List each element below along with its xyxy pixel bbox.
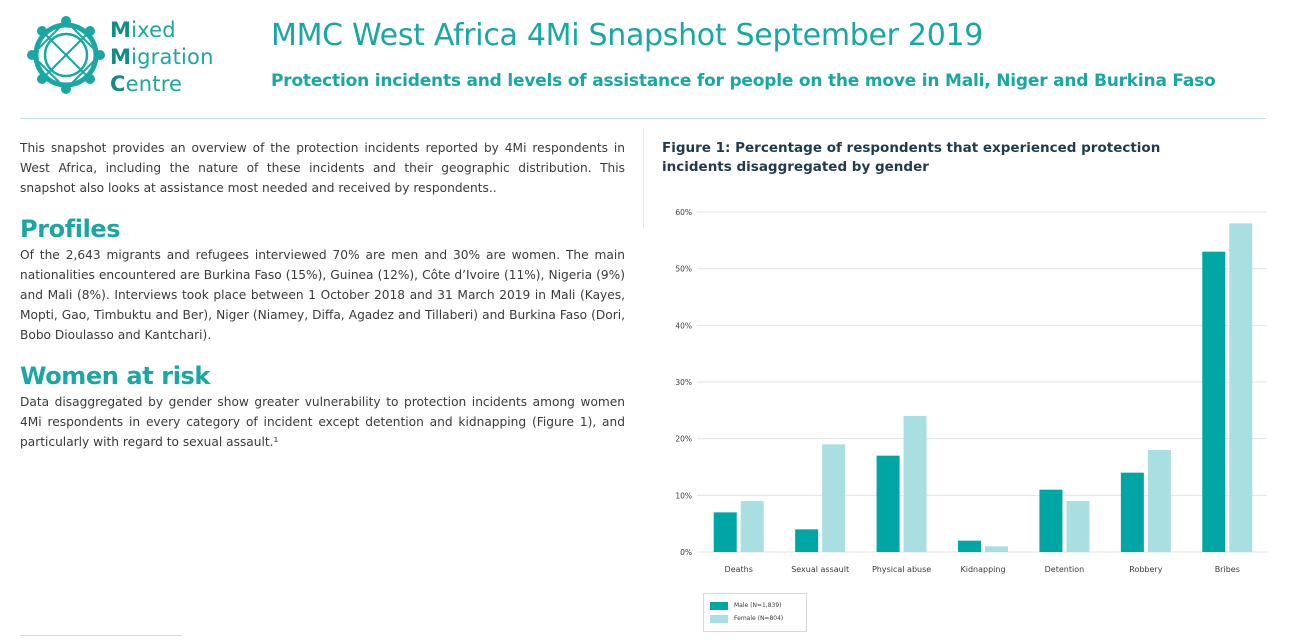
y-tick-label: 0% (680, 548, 692, 557)
chart-legend: Male (N=1,839) Female (N=804) (703, 593, 807, 632)
mmc-logo-text: Mixed Migration Centre (110, 18, 214, 96)
page-title: MMC West Africa 4Mi Snapshot September 2… (271, 18, 984, 53)
legend-label-male: Male (N=1,839) (734, 602, 782, 609)
x-tick-label: Bribes (1215, 565, 1240, 574)
profiles-paragraph: Of the 2,643 migrants and refugees inter… (20, 248, 625, 342)
y-tick-label: 10% (675, 491, 692, 500)
bar-female (740, 501, 764, 552)
bar-male (795, 529, 819, 552)
x-tick-label: Detention (1045, 565, 1085, 574)
y-tick-label: 50% (675, 265, 692, 274)
page-subtitle: Protection incidents and levels of assis… (271, 71, 1216, 91)
bar-male (1039, 489, 1063, 552)
bar-male (713, 512, 737, 552)
bar-male (876, 455, 900, 552)
y-tick-label: 40% (675, 321, 692, 330)
x-tick-label: Deaths (725, 565, 753, 574)
bar-female (822, 444, 846, 552)
column-divider (643, 128, 644, 228)
figure-title: Figure 1: Percentage of respondents that… (662, 140, 1161, 175)
y-tick-label: 60% (675, 208, 692, 217)
profiles-heading: Profiles (20, 215, 121, 243)
x-tick-label: Sexual assault (791, 565, 849, 574)
bar-chart: 0% 10% 20% 30% 40% 50% 60% Deaths Sexual assault… (675, 208, 1267, 574)
bar-female (1229, 223, 1253, 553)
bottom-divider (20, 635, 182, 636)
mmc-logo: Mixed Migration Centre (26, 15, 236, 100)
bar-female (1147, 450, 1171, 552)
x-tick-label: Kidnapping (960, 565, 1005, 574)
intro-block: This snapshot provides an overview of th… (20, 138, 625, 198)
bar-female (903, 416, 927, 552)
x-tick-label: Physical abuse (872, 565, 931, 574)
women-at-risk-heading: Women at risk (20, 362, 210, 390)
legend-swatch-male (710, 601, 728, 610)
legend-swatch-female (710, 614, 728, 623)
legend-item-female: Female (N=804) (710, 614, 783, 624)
bar-male (1120, 472, 1144, 552)
bar-male (1202, 251, 1226, 552)
x-tick-label: Robbery (1129, 565, 1162, 574)
legend-item-male: Male (N=1,839) (710, 601, 782, 611)
legend-label-female: Female (N=804) (734, 615, 784, 622)
mmc-logo-mark-icon (27, 16, 105, 94)
y-tick-label: 30% (675, 378, 692, 387)
bar-female (1066, 501, 1090, 552)
intro-paragraph: This snapshot provides an overview of th… (20, 141, 625, 195)
bar-female (985, 546, 1008, 552)
women-at-risk-paragraph: Data disaggregated by gender show greate… (20, 395, 625, 449)
header-divider (20, 118, 1266, 119)
bar-male (958, 540, 981, 552)
y-tick-label: 20% (675, 435, 692, 444)
